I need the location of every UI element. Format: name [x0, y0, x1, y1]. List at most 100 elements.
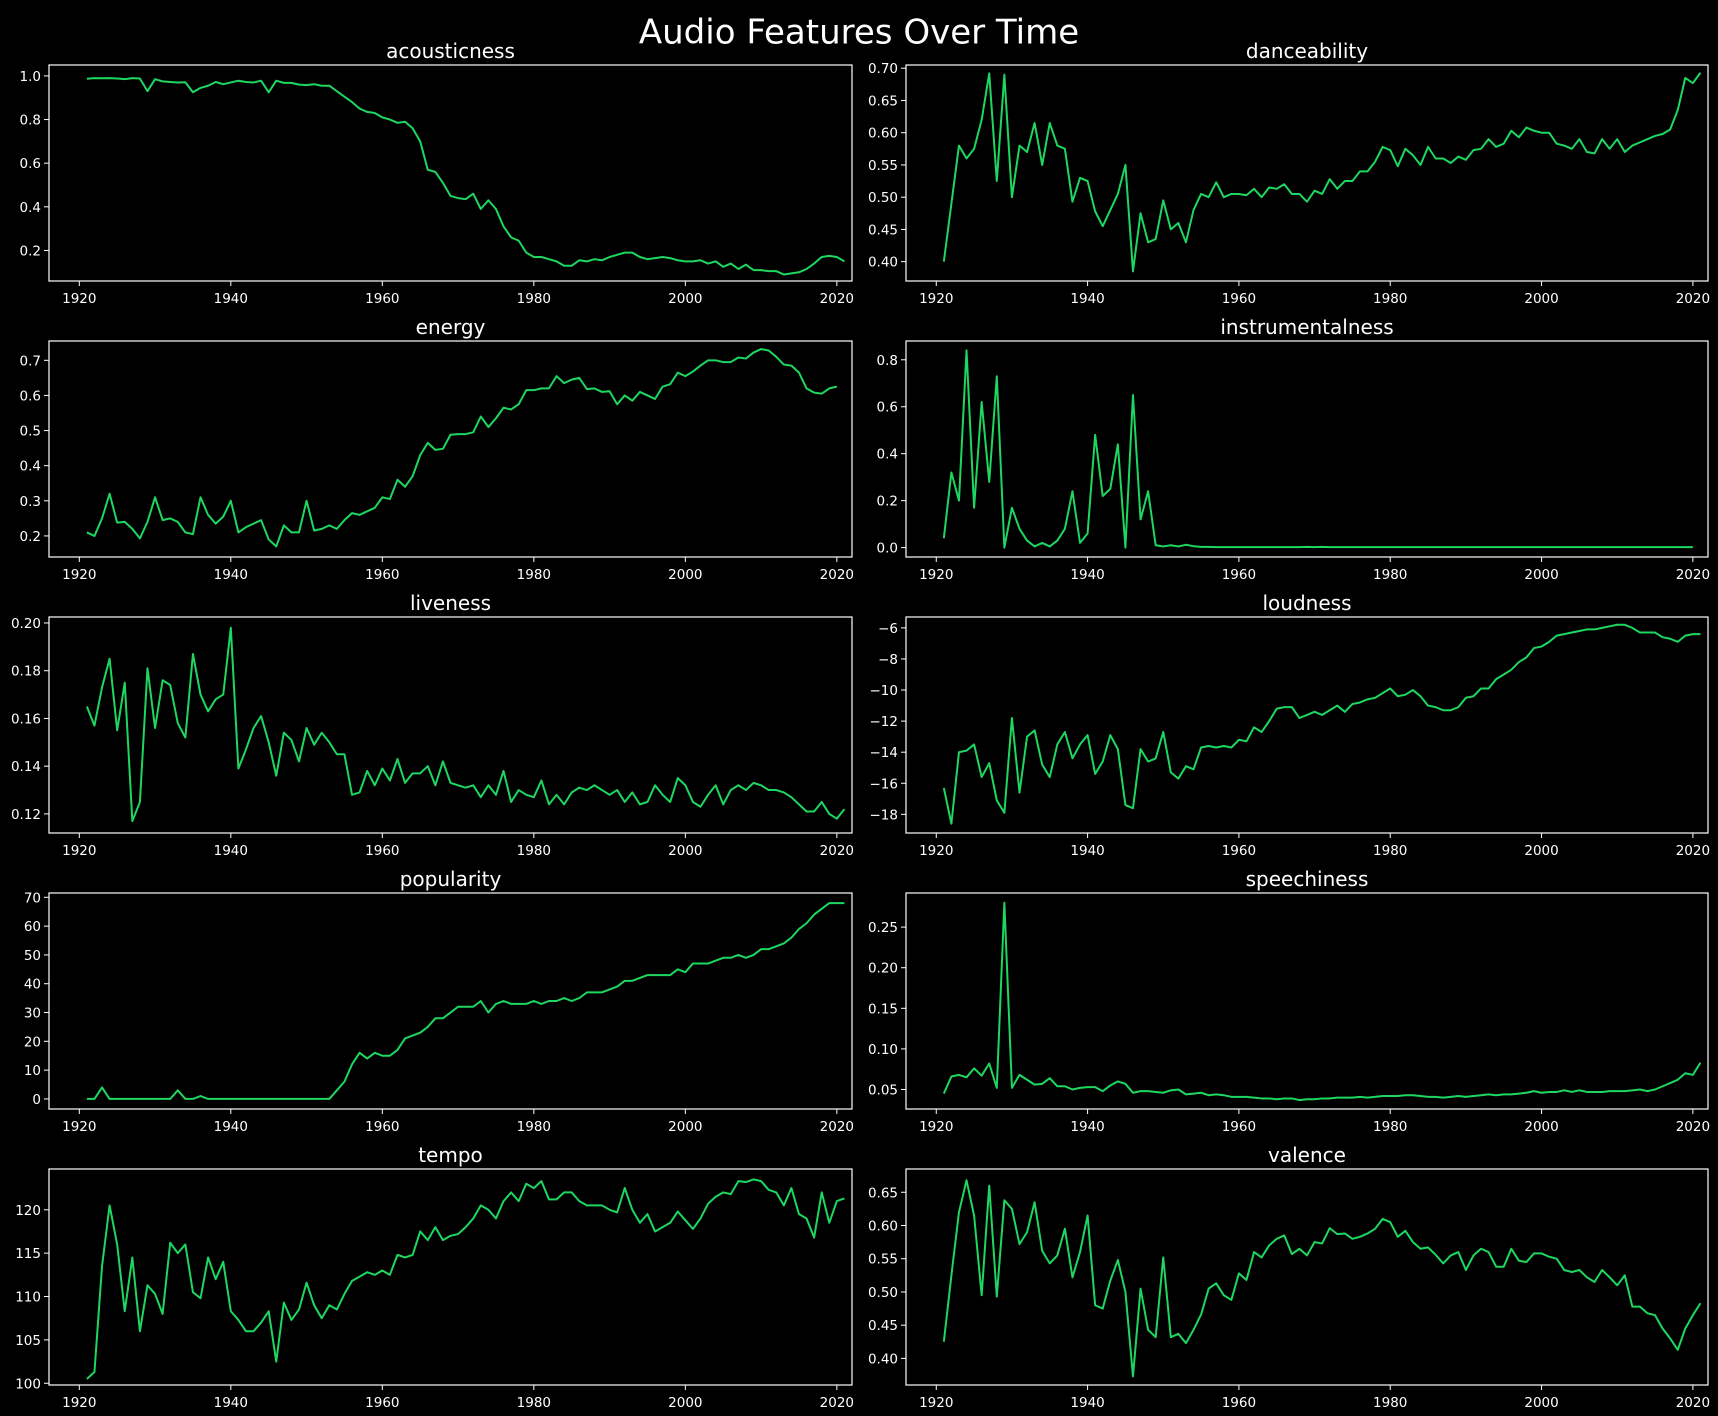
- x-tick-label: 1960: [1222, 291, 1256, 307]
- x-tick-label: 1980: [517, 1395, 551, 1411]
- y-tick-label: 0.4: [20, 459, 41, 475]
- y-tick-label: −14: [870, 745, 899, 761]
- x-tick-label: 1960: [1222, 843, 1256, 859]
- y-tick-label: 105: [15, 1333, 41, 1349]
- x-tick-label: 1980: [1373, 291, 1407, 307]
- panel-tempo: tempo 1920 1940 1960 1980 2000 2020 100 105 110 11…: [15, 1143, 854, 1411]
- y-tick-label: 40: [24, 977, 41, 993]
- x-tick-label: 2020: [1676, 843, 1710, 859]
- y-tick-label: 0.6: [20, 156, 41, 172]
- y-tick-label: 0.40: [868, 255, 898, 271]
- y-tick-label: 0.2: [20, 529, 41, 545]
- panel-title: energy: [416, 315, 486, 339]
- x-tick-label: 1980: [517, 291, 551, 307]
- series-line-instrumentalness: [942, 349, 1693, 549]
- plot-area: [905, 616, 1709, 834]
- y-tick-label: 0.70: [868, 61, 898, 77]
- x-tick-label: 2000: [668, 567, 702, 583]
- y-tick-label: 1.0: [20, 69, 41, 85]
- y-tick-label: 0.55: [868, 158, 898, 174]
- panel-popularity: popularity 1920 1940 1960 1980 2000 2020 0 10 20 3…: [24, 867, 854, 1135]
- x-tick-label: 2000: [668, 1395, 702, 1411]
- y-tick-label: 0.7: [20, 353, 41, 369]
- x-tick-label: 1980: [1373, 843, 1407, 859]
- x-tick-label: 1980: [517, 567, 551, 583]
- y-tick-label: 10: [24, 1063, 41, 1079]
- panel-speechiness: speechiness 1920 1940 1960 1980 2000 2020 0.05 0…: [868, 867, 1710, 1135]
- y-tick-label: 0.2: [20, 243, 41, 259]
- series-line-liveness: [85, 626, 846, 823]
- y-tick-label: 0.16: [11, 711, 41, 727]
- y-tick-label: 100: [15, 1376, 41, 1392]
- x-tick-label: 2000: [668, 291, 702, 307]
- panel-danceability: danceability 1920 1940 1960 1980 2000 2020 0.40…: [868, 39, 1710, 307]
- figure-title: Audio Features Over Time: [639, 13, 1079, 53]
- y-tick-label: 30: [24, 1006, 41, 1022]
- x-tick-label: 1920: [919, 291, 953, 307]
- y-tick-label: 20: [24, 1034, 41, 1050]
- y-tick-label: 0.20: [868, 961, 898, 977]
- x-tick-label: 1980: [1373, 1395, 1407, 1411]
- x-tick-label: 1980: [1373, 567, 1407, 583]
- x-tick-label: 1920: [62, 843, 96, 859]
- panel-instrumentalness: instrumentalness 1920 1940 1960 1980 2000 2020…: [877, 315, 1711, 583]
- y-tick-label: 50: [24, 948, 41, 964]
- y-tick-label: 0: [32, 1092, 41, 1108]
- y-tick-label: 0.60: [868, 1218, 898, 1234]
- series-line-danceability: [942, 72, 1702, 273]
- panel-valence: valence 1920 1940 1960 1980 2000 2020 0.40 0.45 0…: [868, 1143, 1710, 1411]
- x-tick-label: 1940: [214, 291, 248, 307]
- series-line-tempo: [86, 1178, 845, 1380]
- series-line-valence: [942, 1179, 1702, 1378]
- x-tick-label: 1920: [919, 567, 953, 583]
- plot-area: [48, 1168, 853, 1386]
- x-tick-label: 2000: [668, 1119, 702, 1135]
- y-tick-label: −18: [870, 807, 899, 823]
- series-line-popularity: [86, 902, 845, 1100]
- y-tick-label: 0.10: [868, 1042, 898, 1058]
- panel-title: instrumentalness: [1220, 315, 1393, 339]
- x-tick-label: 1940: [1070, 1119, 1104, 1135]
- plot-area: [905, 1168, 1709, 1386]
- x-tick-label: 2020: [820, 843, 854, 859]
- y-tick-label: 0.18: [11, 664, 41, 680]
- y-tick-label: 0.6: [20, 388, 41, 404]
- y-tick-label: 0.4: [877, 447, 898, 463]
- y-tick-label: 0.8: [20, 113, 41, 129]
- y-tick-label: 0.25: [868, 920, 898, 936]
- y-tick-label: 120: [15, 1203, 41, 1219]
- plot-area: [905, 340, 1709, 558]
- x-tick-label: 1960: [365, 1119, 399, 1135]
- x-tick-label: 2020: [1676, 1119, 1710, 1135]
- y-tick-label: 0.20: [11, 616, 41, 632]
- panel-liveness: liveness 1920 1940 1960 1980 2000 2020 0.12 0.14…: [11, 591, 854, 859]
- panel-title: danceability: [1246, 39, 1368, 63]
- x-tick-label: 1980: [517, 1119, 551, 1135]
- panel-title: popularity: [400, 867, 502, 891]
- x-tick-label: 2000: [1524, 567, 1558, 583]
- y-tick-label: −12: [870, 714, 899, 730]
- panel-loudness: loudness 1920 1940 1960 1980 2000 2020 −18 −16 −1…: [870, 591, 1711, 859]
- y-tick-label: 0.60: [868, 126, 898, 142]
- y-tick-label: 0.0: [877, 541, 898, 557]
- x-tick-label: 1920: [62, 291, 96, 307]
- panel-title: valence: [1268, 1143, 1346, 1167]
- plot-area: [48, 64, 853, 282]
- x-tick-label: 1920: [62, 1119, 96, 1135]
- x-tick-label: 1960: [1222, 1119, 1256, 1135]
- y-tick-label: 0.5: [20, 424, 41, 440]
- x-tick-label: 1980: [517, 843, 551, 859]
- series-line-energy: [86, 348, 838, 548]
- y-tick-label: 0.65: [868, 93, 898, 109]
- plot-area: [905, 64, 1709, 282]
- x-tick-label: 1980: [1373, 1119, 1407, 1135]
- x-tick-label: 2020: [1676, 291, 1710, 307]
- y-tick-label: 0.45: [868, 1318, 898, 1334]
- x-tick-label: 1940: [1070, 291, 1104, 307]
- y-tick-label: 0.55: [868, 1252, 898, 1268]
- series-line-speechiness: [942, 901, 1702, 1102]
- x-tick-label: 1960: [365, 1395, 399, 1411]
- x-tick-label: 1920: [919, 1395, 953, 1411]
